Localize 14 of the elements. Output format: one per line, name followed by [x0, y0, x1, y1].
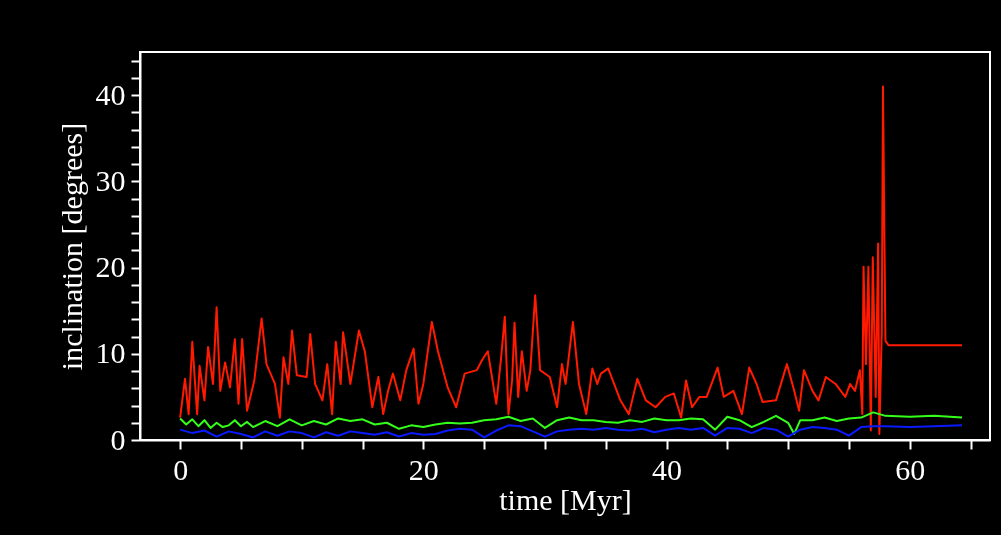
x-axis-title: time [Myr] [499, 482, 632, 516]
y-tick-label: 0 [110, 422, 126, 456]
y-tick-label: 30 [95, 163, 126, 197]
x-tick-label: 20 [408, 452, 439, 486]
y-tick-label: 10 [95, 336, 126, 370]
x-tick-label: 40 [652, 452, 683, 486]
y-axis-title: inclination [degrees] [54, 122, 88, 371]
y-tick-label: 20 [95, 250, 126, 284]
y-tick-label: 40 [95, 77, 126, 111]
line-series [179, 424, 964, 439]
x-tick-label: 60 [895, 452, 926, 486]
line-series [179, 85, 964, 435]
line-series [179, 411, 964, 435]
x-tick-label: 0 [173, 452, 189, 486]
